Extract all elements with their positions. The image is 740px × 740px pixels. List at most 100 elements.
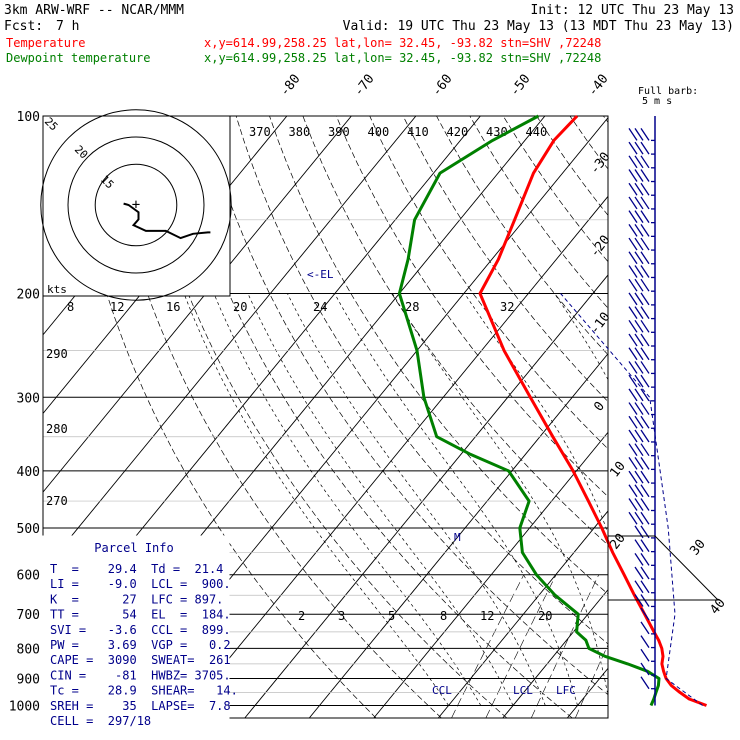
wind-barb [640,415,650,429]
parcel-info-lines: T = 29.4 Td = 21.4LI = -9.0 LCL = 900.K … [50,562,238,728]
wind-barb [628,457,638,470]
wind-barb [640,347,650,361]
dewpoint-line [397,114,661,707]
dry-adiabat [135,116,508,718]
wind-barb [640,374,650,388]
wind-speed-label: 24 [313,300,327,314]
wind-barb [628,223,638,237]
wind-barb [628,333,638,347]
valid-time: Valid: 19 UTC Thu 23 May 13 (13 MDT Thu … [343,19,734,34]
dry-adiabat [536,116,608,216]
pressure-tick-label: 300 [17,391,40,406]
dry-adiabat [402,116,608,403]
moist-adiabat [334,293,578,706]
moist-adiabat [554,293,608,381]
wind-barb [634,237,644,251]
wind-barb [640,141,650,155]
wind-barb [634,374,644,388]
mixing-ratio-line [451,574,525,718]
mixing-ratio-label: 20 [538,609,552,623]
isotherm-line [566,667,608,718]
wind-barb [640,388,650,402]
m-marker: M [454,531,461,544]
legend-dewpoint-location: x,y=614.99,258.25 lat,lon= 32.45, -93.82… [204,51,601,65]
wind-barb [634,498,644,511]
wind-barb [634,210,644,224]
wind-barb [628,511,638,525]
wind-barb [628,251,638,265]
wind-barb [634,223,644,237]
isotherm-label: 40 [707,596,728,618]
wind-barb [634,443,644,457]
isotherm-label: -50 [507,72,533,100]
dry-adiabat [704,116,740,718]
dry-adiabat [335,116,608,498]
hodograph-frame [42,115,231,297]
wind-barb [640,635,650,648]
wind-barb [640,511,650,525]
parcel-info-line: PW = 3.69 VGP = 0.2 [50,638,231,652]
dry-adiabat [436,116,608,356]
isotherm-label: 30 [687,537,708,559]
wind-barb [640,196,650,210]
wind-barb [640,621,650,635]
wind-barb [628,292,638,306]
pressure-tick-label: 1000 [9,700,40,715]
wind-barb [634,511,644,525]
annotations: <-EL CCL LCL LFC M kts [47,268,576,697]
hodograph-ring [67,136,205,274]
wind-barb [634,251,644,265]
forecast-label: Fcst: [4,19,43,34]
wind-barb [628,155,638,169]
dry-adiabat [269,116,608,595]
isotherm-label: 10 [607,459,628,481]
wind-barb [640,251,650,265]
isotherm-line [179,195,608,718]
theta-e-label: 380 [289,125,311,139]
theta-e-label: 370 [249,125,271,139]
wind-speed-label: 8 [67,300,74,314]
parcel-info-line: CIN = -81 HWBZ= 3705. [50,668,231,682]
wind-barb [628,484,638,498]
isotherm-label: -80 [277,72,303,100]
wind-barb [634,539,644,552]
hodograph-trace [123,202,211,240]
mixing-ratio-line [485,574,557,718]
legend-temperature-name: Temperature [6,36,85,50]
wind-speed-label: 28 [405,300,419,314]
wind-barb [634,415,644,429]
wind-barb [634,566,644,580]
wind-barb [634,182,644,196]
isotherm-label: -20 [587,233,613,261]
theta-e-label: 420 [447,125,469,139]
theta-e-label: 410 [407,125,429,139]
wind-barb [640,210,650,224]
wind-barb [628,347,638,361]
pressure-tick-label: 800 [17,642,40,657]
pressure-tick-label: 900 [17,673,40,688]
legend: Temperature x,y=614.99,258.25 lat,lon= 3… [6,36,601,65]
wind-barb [640,237,650,251]
lcl-marker: LCL [513,684,533,697]
wind-speed-label: 20 [233,300,247,314]
wind-barb [640,607,650,621]
dry-adiabat [369,116,608,450]
wind-barb [634,347,644,361]
wind-barb [640,443,650,457]
wind-barb [640,552,650,566]
wind-barb [634,169,644,182]
barb-legend: Full barb: 5 m s [638,86,698,107]
wind-barb [640,470,650,484]
isotherm-line [696,116,740,718]
isotherm-line [308,352,608,718]
dry-adiabat [68,116,377,718]
pressure-tick-label: 200 [17,287,40,302]
wind-barb [634,429,644,443]
dry-adiabat [469,116,608,309]
wind-barb [634,141,644,155]
isotherm-label: -40 [585,72,611,100]
wind-barb [634,306,644,319]
moist-adiabat [657,294,710,706]
wind-barb [640,498,650,511]
